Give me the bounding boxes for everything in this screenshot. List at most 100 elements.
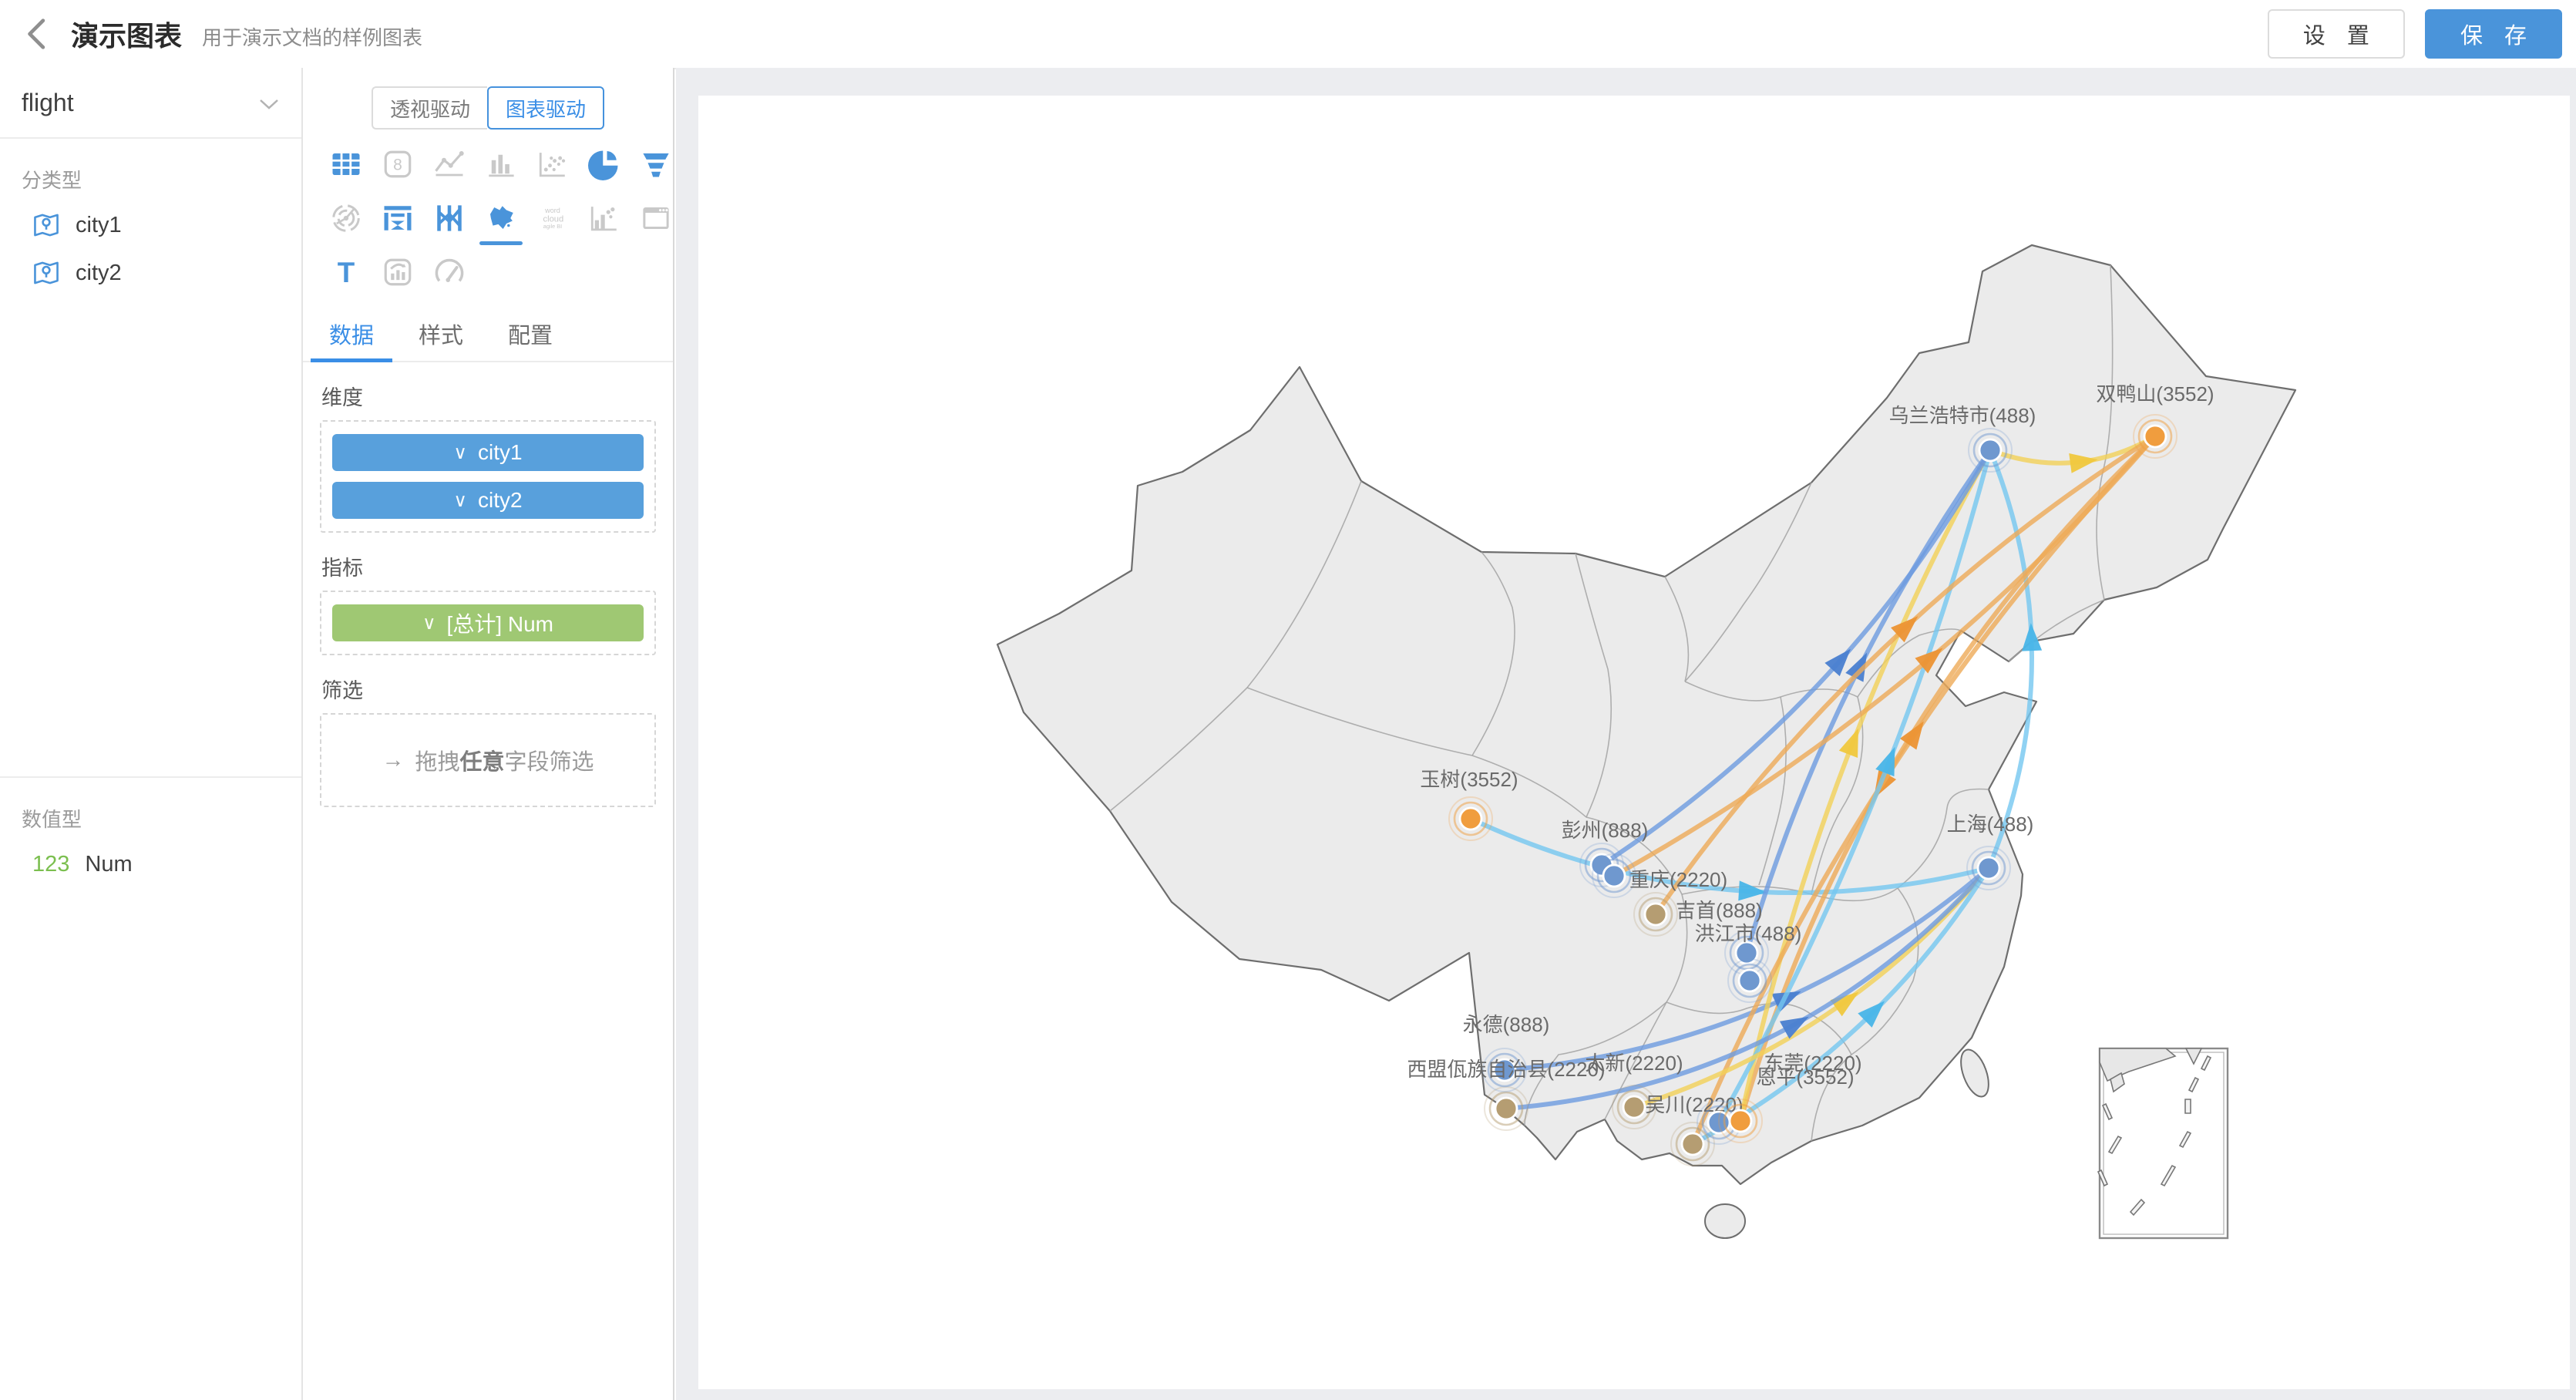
geo-field-icon (34, 261, 59, 284)
chart-type-text-icon[interactable]: T (323, 254, 369, 290)
tab-style[interactable]: 样式 (418, 324, 463, 348)
chart-type-radar-icon[interactable] (323, 200, 369, 236)
dimension-dropzone[interactable]: ∨ city1 ∨ city2 (320, 420, 656, 533)
south-china-sea-inset (2097, 1047, 2229, 1240)
flight-arc[interactable] (1502, 866, 1991, 1072)
city-point[interactable] (1482, 1048, 1527, 1092)
flight-arc[interactable] (1504, 866, 1991, 1111)
flight-arrow-icon (1824, 648, 1851, 677)
flight-arrow-icon (1838, 728, 1858, 759)
chart-type-grid: 8 (303, 130, 673, 290)
taiwan-island (1960, 1048, 1989, 1098)
field-item-city1[interactable]: city1 (0, 201, 301, 249)
chevron-down-icon: ∨ (453, 490, 467, 511)
city-point[interactable] (1968, 428, 2013, 473)
city-point[interactable] (1633, 892, 1678, 937)
field-label: city2 (76, 260, 122, 285)
chart-type-metric-card-icon[interactable]: 8 (375, 146, 421, 182)
chart-type-sankey-icon[interactable] (375, 200, 421, 236)
page-title: 演示图表 (71, 20, 183, 52)
chart-type-table-icon[interactable] (323, 146, 369, 182)
svg-text:8: 8 (393, 156, 402, 173)
dimension-label: 维度 (321, 386, 363, 409)
dimension-chip-city2[interactable]: ∨ city2 (332, 482, 644, 519)
flight-arrow-icon (1899, 721, 1924, 750)
flight-arc[interactable] (1599, 448, 1993, 867)
tab-config[interactable]: 配置 (507, 324, 553, 348)
sidebar-spacer (0, 297, 301, 776)
province-borders (1109, 264, 2114, 1142)
city-point[interactable] (1727, 958, 1772, 1003)
metric-chip-num[interactable]: ∨ [总计] Num (332, 604, 644, 641)
dataset-selector[interactable]: flight (0, 68, 301, 139)
city-label: 东莞(2220) (1764, 1052, 1861, 1075)
city-point[interactable] (1612, 1085, 1656, 1129)
numeric-section-label: 数值型 (22, 808, 82, 831)
tab-data[interactable]: 数据 (311, 310, 392, 362)
flight-arc[interactable] (1986, 448, 2034, 870)
svg-text:T: T (338, 257, 355, 288)
chevron-down-icon (258, 89, 280, 117)
sidebar-divider (0, 776, 301, 778)
mode-tab-chart[interactable]: 图表驱动 (487, 86, 605, 130)
chart-type-line-icon[interactable] (426, 146, 472, 182)
city-point[interactable] (1484, 1086, 1528, 1131)
chart-type-gauge-icon[interactable] (426, 254, 472, 290)
chart-type-china-map-icon[interactable] (478, 200, 524, 245)
panel-tabs: 数据 样式 配置 (303, 310, 673, 362)
city-label: 恩平(3552) (1756, 1065, 1854, 1089)
flight-arrow-icon (1875, 746, 1895, 777)
flight-arc[interactable] (1653, 434, 2157, 917)
settings-button[interactable]: 设 置 (2267, 9, 2405, 59)
flight-arrow-icon (1738, 880, 1767, 901)
city-point[interactable] (1718, 1099, 1763, 1143)
mode-tab-pivot[interactable]: 透视驱动 (371, 86, 487, 130)
save-button[interactable]: 保 存 (2424, 9, 2562, 59)
chart-type-combo-icon[interactable] (375, 254, 421, 290)
china-flight-map[interactable]: 乌兰浩特市(488) 双鸭山(3552) 玉树(3552) 彭州(888) 重庆(222… (698, 96, 2570, 1389)
flight-arc[interactable] (1468, 816, 1991, 896)
chart-type-parallel-icon[interactable] (426, 200, 472, 236)
flight-arrow-icon (1858, 1001, 1885, 1028)
flight-arc[interactable] (1744, 448, 1993, 955)
city-point[interactable] (1670, 1122, 1715, 1166)
numeric-type-icon: 123 (32, 851, 70, 877)
back-button[interactable] (20, 17, 54, 51)
dimension-chip-city1[interactable]: ∨ city1 (332, 434, 644, 471)
field-item-city2[interactable]: city2 (0, 249, 301, 297)
chart-type-scatter-icon[interactable] (530, 146, 576, 182)
chip-label: city2 (478, 488, 523, 512)
filter-dropzone[interactable]: → 拖拽任意字段筛选 (320, 713, 656, 807)
city-label: 太新(2220) (1585, 1052, 1683, 1075)
chart-canvas[interactable]: 乌兰浩特市(488) 双鸭山(3552) 玉树(3552) 彭州(888) 重庆(222… (698, 96, 2570, 1389)
flight-arc[interactable] (1612, 434, 2157, 878)
city-point[interactable] (1592, 853, 1636, 898)
city-label: 洪江市(488) (1695, 922, 1802, 945)
field-item-num[interactable]: 123 Num (0, 840, 301, 888)
hainan-island (1704, 1203, 1746, 1239)
work-area: 乌兰浩特市(488) 双鸭山(3552) 玉树(3552) 彭州(888) 重庆(222… (676, 68, 2576, 1400)
city-point[interactable] (1448, 796, 1493, 841)
city-label: 双鸭山(3552) (2096, 382, 2214, 406)
flight-arc[interactable] (1738, 448, 1993, 1123)
svg-text:agile BI: agile BI (543, 223, 562, 230)
flight-arc[interactable] (1717, 448, 1993, 1125)
city-point[interactable] (1966, 846, 2011, 890)
chart-type-word-cloud-icon[interactable]: word cloud agile BI (530, 200, 576, 236)
chart-type-funnel-icon[interactable] (633, 146, 679, 182)
flight-arrow-icon (2069, 453, 2098, 473)
chart-type-pie-icon[interactable] (581, 146, 627, 182)
chevron-down-icon: ∨ (422, 612, 436, 634)
chart-type-iframe-icon[interactable] (633, 200, 679, 236)
flight-arrow-icon (1891, 616, 1919, 643)
chart-type-bar-icon[interactable] (478, 146, 524, 182)
metric-dropzone[interactable]: ∨ [总计] Num (320, 591, 656, 655)
city-point[interactable] (2133, 414, 2177, 459)
chart-config-panel: 透视驱动 图表驱动 8 (303, 68, 674, 1400)
chart-type-dot-bar-icon[interactable] (581, 200, 627, 236)
city-label: 乌兰浩特市(488) (1889, 404, 2036, 427)
city-point[interactable] (1724, 931, 1769, 975)
city-label: 玉树(3552) (1420, 768, 1518, 791)
city-label: 吉首(888) (1676, 899, 1763, 922)
